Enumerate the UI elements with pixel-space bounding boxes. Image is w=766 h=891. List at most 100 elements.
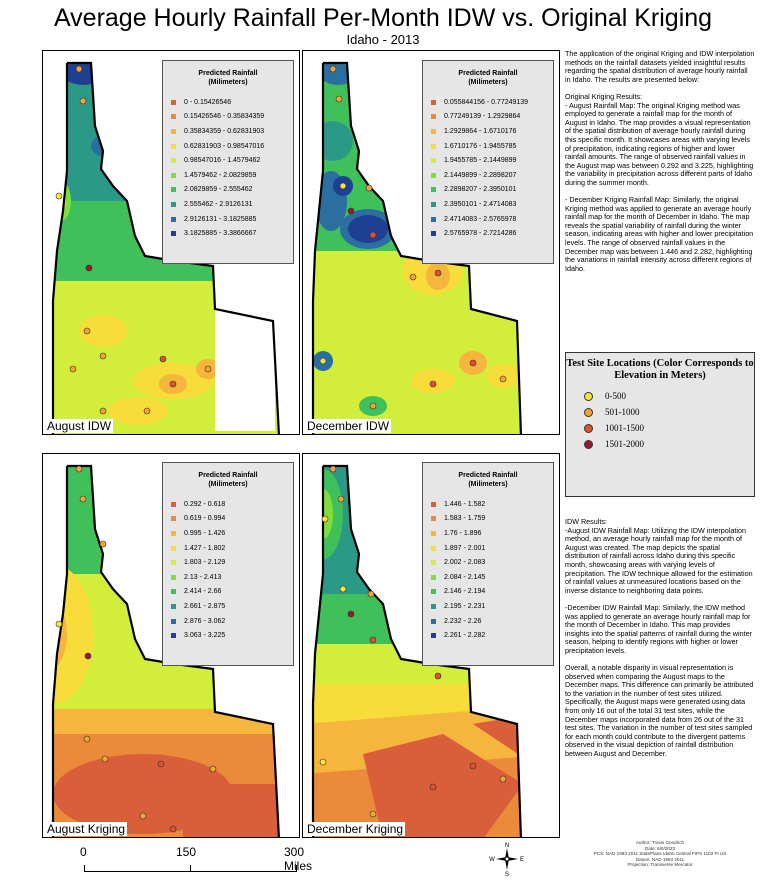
- legend-row: 2.555462 - 2.9126131: [163, 197, 293, 212]
- legend-label: 1.76 - 1.896: [444, 529, 482, 537]
- north-arrow-icon: N S E W: [489, 843, 524, 877]
- legend-swatch: [171, 560, 176, 566]
- legend-row: 0.35834359 - 0.62831903: [163, 124, 293, 139]
- legend-swatch: [431, 516, 436, 522]
- test-site: [99, 407, 107, 415]
- legend-row: 2.876 - 3.062: [163, 614, 293, 629]
- legend-row: 1.897 - 2.001: [423, 541, 553, 556]
- legend-swatch: [431, 172, 436, 178]
- legend-row: 2.661 - 2.875: [163, 599, 293, 614]
- legend-swatch: [171, 114, 176, 120]
- west-label: W: [489, 857, 495, 863]
- legend-row: 3.063 - 3.225: [163, 628, 293, 643]
- legend-row: 0.055844156 - 0.77249139: [423, 95, 553, 110]
- legend-swatch: [431, 216, 436, 222]
- legend-swatch: [431, 143, 436, 149]
- legend-row: 0 - 0.15426546: [163, 95, 293, 110]
- legend-swatch: [171, 187, 176, 193]
- test-site: [335, 95, 343, 103]
- legend-label: 2.1449899 - 2.2898207: [444, 171, 517, 179]
- legend-label: 1.583 - 1.759: [444, 515, 486, 523]
- legend-label: 3.1825885 - 3.3866667: [184, 230, 257, 238]
- legend-swatch: [431, 618, 436, 624]
- credit-author: Author: Travis Goodrich: [635, 840, 685, 845]
- legend-swatch: [431, 530, 436, 536]
- test-site: [83, 327, 91, 335]
- legend-row: 0.98547016 - 1.4579462: [163, 153, 293, 168]
- legend-label: 1.803 - 2.129: [184, 559, 226, 567]
- legend-label: 1.446 - 1.582: [444, 500, 486, 508]
- legend-label: 2.261 - 2.282: [444, 632, 486, 640]
- legend-row: 0.62831903 - 0.98547016: [163, 139, 293, 154]
- legend-row: 0.77249139 - 1.2929864: [423, 110, 553, 125]
- test-site: [143, 407, 151, 415]
- legend-label: 2.195 - 2.231: [444, 602, 486, 610]
- legend-swatch: [431, 574, 436, 580]
- legend-swatch: [431, 99, 436, 105]
- legend-december-kriging: Predicted Rainfall (Milimeters) 1.446 - 1…: [422, 462, 554, 666]
- credit-projection: Projection: Transverse Mercator: [627, 862, 693, 868]
- kriging-december-paragraph: - December Kriging Rainfall Map: Similar…: [565, 195, 754, 273]
- test-site: [319, 758, 327, 766]
- legend-row: 0.292 - 0.618: [163, 497, 293, 512]
- test-site: [85, 264, 93, 272]
- legend-label: 0.62831903 - 0.98547016: [184, 142, 265, 150]
- test-site: [75, 65, 83, 73]
- legend-swatch: [431, 201, 436, 207]
- legend-label: 0.15426546 - 0.35834359: [184, 113, 265, 121]
- north-label: N: [505, 843, 509, 849]
- test-site: [169, 825, 177, 833]
- legend-label: 0 - 0.15426546: [184, 98, 232, 106]
- legend-title: Predicted Rainfall (Milimeters): [198, 70, 258, 86]
- legend-title: Predicted Rainfall (Milimeters): [458, 70, 518, 86]
- legend-label: 2.5765978 - 2.7214286: [444, 230, 517, 238]
- legend-swatch: [431, 603, 436, 609]
- legend-swatch: [431, 501, 436, 507]
- test-site: [209, 765, 217, 773]
- credit-date: Date: 6/6/2023: [644, 845, 676, 851]
- test-site: [204, 365, 212, 373]
- test-site: [409, 273, 417, 281]
- legend-label: 0.995 - 1.426: [184, 529, 226, 537]
- legend-label: 2.13 - 2.413: [184, 573, 222, 581]
- legend-row: 1.583 - 1.759: [423, 512, 553, 527]
- legend-label: 0.619 - 0.994: [184, 515, 226, 523]
- site-dot-1: [584, 407, 593, 417]
- site-dot-0: [584, 391, 593, 401]
- legend-row: 1.446 - 1.582: [423, 497, 553, 512]
- legend-swatch: [171, 516, 176, 522]
- legend-august-kriging: Predicted Rainfall (Milimeters) 0.292 - 0…: [162, 462, 294, 666]
- test-site: [321, 515, 329, 523]
- scale-bar: 0 150 300 Miles: [80, 845, 312, 875]
- legend-label: 3.063 - 3.225: [184, 632, 226, 640]
- idw-august-paragraph: -August IDW Rainfall Map: Utilizing the …: [565, 525, 753, 595]
- legend-row: 1.76 - 1.896: [423, 526, 553, 541]
- test-site: [499, 775, 507, 783]
- map-credits: Author: Travis Goodrich Date: 6/6/2023 P…: [560, 840, 760, 868]
- test-site: [469, 359, 477, 367]
- test-site: [337, 495, 345, 503]
- legend-title: Predicted Rainfall (Milimeters): [198, 472, 258, 488]
- panel-label: August IDW: [45, 419, 114, 433]
- test-site: [347, 207, 355, 215]
- test-site: [79, 97, 87, 105]
- legend-label: 0.98547016 - 1.4579462: [184, 157, 261, 165]
- legend-swatch: [431, 633, 436, 639]
- legend-swatch: [171, 216, 176, 222]
- legend-label: 2.0829859 - 2.555462: [184, 186, 253, 194]
- intro-paragraph: The application of the original Kriging …: [565, 49, 755, 84]
- legend-label: 2.661 - 2.875: [184, 602, 226, 610]
- legend-label: 0.292 - 0.618: [184, 500, 226, 508]
- legend-row: 2.195 - 2.231: [423, 599, 553, 614]
- legend-swatch: [431, 114, 436, 120]
- test-site: [499, 375, 507, 383]
- legend-swatch: [171, 589, 176, 595]
- legend-swatch: [431, 158, 436, 164]
- legend-label: 2.414 - 2.66: [184, 588, 222, 596]
- legend-label: 2.084 - 2.145: [444, 573, 486, 581]
- legend-row: 2.9126131 - 3.1825885: [163, 212, 293, 227]
- panel-label: August Kriging: [45, 822, 128, 836]
- site-class-row: 0-500: [566, 388, 754, 404]
- test-site: [99, 540, 107, 548]
- kriging-august-paragraph: - August Rainfall Map: The original Krig…: [565, 100, 754, 187]
